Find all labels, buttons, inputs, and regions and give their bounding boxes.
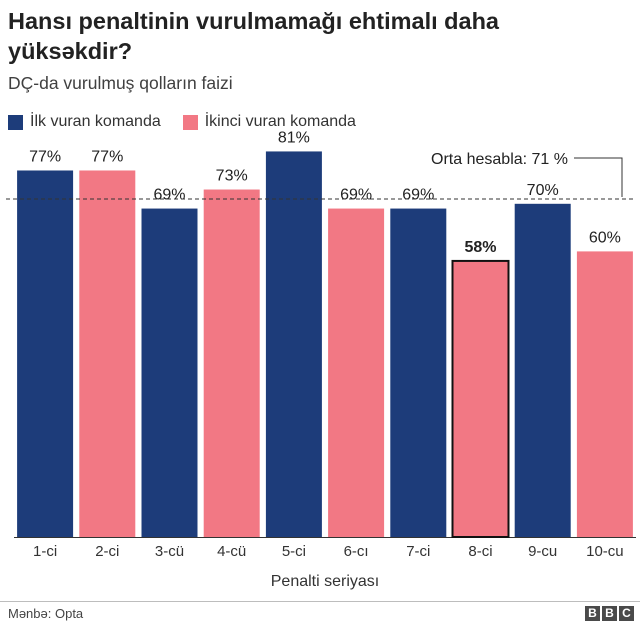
bar (265, 151, 322, 537)
bar (576, 251, 633, 537)
bar-chart: 77% 1-ci 77% 2-ci 69% 3-cü 73% 4-cü 81% 5-ci 69% 6-… (6, 129, 636, 590)
x-tick-label: 4-cü (217, 543, 246, 560)
x-tick-label: 8-ci (468, 543, 492, 560)
average-label: Orta hesabla: 71 % (431, 151, 568, 168)
bar (390, 208, 447, 537)
bar-value-label: 73% (216, 168, 248, 185)
bar-value-label: 58% (464, 239, 496, 256)
logo-letter: B (585, 606, 600, 621)
chart-subtitle: DÇ-da vurulmuş qolların faizi (8, 73, 233, 93)
legend-swatch-second (182, 114, 198, 130)
bar-value-label: 81% (278, 129, 310, 146)
bar-value-label: 60% (589, 229, 621, 246)
logo-letter: B (602, 606, 617, 621)
legend: İlk vuran komanda İkinci vuran komanda (8, 113, 378, 131)
x-tick-label: 9-cu (528, 543, 557, 560)
bar (203, 189, 260, 537)
bar (451, 259, 510, 538)
x-tick-label: 10-cu (586, 543, 624, 560)
bar (141, 208, 198, 537)
bar-value-label: 77% (91, 148, 123, 165)
bbc-logo: B B C (583, 606, 634, 621)
bar (17, 170, 74, 538)
average-callout-line (574, 157, 623, 198)
bar (514, 203, 571, 538)
bar-value-label: 70% (527, 182, 559, 199)
bar (79, 170, 136, 538)
bar-value-label: 69% (340, 187, 372, 204)
legend-item-second: İkinci vuran komanda (182, 113, 356, 131)
chart-title: Hansı penaltinin vurulmamağı ehtimalı da… (8, 8, 499, 64)
x-tick-label: 6-cı (344, 543, 369, 560)
x-tick-label: 7-ci (406, 543, 430, 560)
logo-letter: C (619, 606, 634, 621)
legend-item-first: İlk vuran komanda (8, 113, 161, 131)
bar-value-label: 69% (402, 187, 434, 204)
source-note: Mənbə: Opta (8, 606, 84, 621)
x-tick-label: 3-cü (155, 543, 184, 560)
footer-divider (0, 601, 640, 602)
legend-swatch-first (8, 114, 23, 130)
bar-value-label: 69% (153, 187, 185, 204)
legend-label-first: İlk vuran komanda (30, 113, 161, 130)
x-axis-title: Penalti seriyası (271, 573, 380, 590)
legend-label-second: İkinci vuran komanda (204, 113, 356, 130)
x-tick-label: 2-ci (95, 543, 119, 560)
x-tick-label: 5-ci (282, 543, 306, 560)
x-tick-label: 1-ci (33, 543, 57, 560)
bar (328, 208, 385, 537)
bar-value-label: 77% (29, 148, 61, 165)
